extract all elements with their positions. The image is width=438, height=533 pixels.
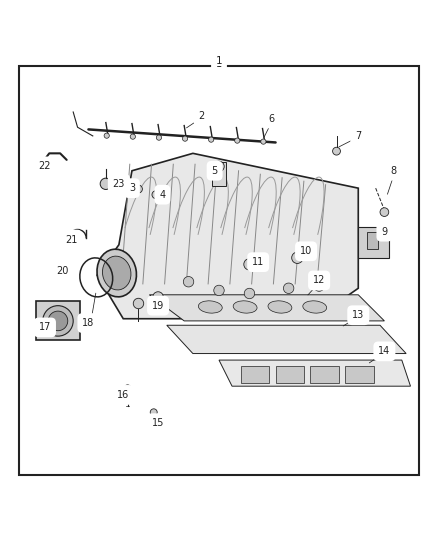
Ellipse shape bbox=[268, 301, 292, 313]
Circle shape bbox=[235, 138, 240, 143]
Ellipse shape bbox=[233, 301, 257, 313]
FancyBboxPatch shape bbox=[276, 366, 304, 383]
Text: 14: 14 bbox=[378, 346, 391, 357]
Circle shape bbox=[184, 277, 194, 287]
Circle shape bbox=[124, 385, 131, 392]
Polygon shape bbox=[167, 325, 406, 353]
Text: 4: 4 bbox=[159, 190, 166, 200]
Circle shape bbox=[208, 137, 214, 142]
Text: 2: 2 bbox=[198, 111, 205, 122]
Text: 17: 17 bbox=[39, 322, 51, 333]
FancyBboxPatch shape bbox=[358, 228, 389, 258]
Polygon shape bbox=[149, 295, 385, 321]
Circle shape bbox=[133, 298, 144, 309]
Ellipse shape bbox=[48, 311, 68, 330]
Polygon shape bbox=[97, 154, 358, 319]
FancyBboxPatch shape bbox=[212, 162, 226, 186]
Text: 11: 11 bbox=[252, 257, 264, 267]
Text: 22: 22 bbox=[39, 161, 51, 172]
Circle shape bbox=[134, 185, 142, 193]
Polygon shape bbox=[219, 360, 410, 386]
FancyBboxPatch shape bbox=[36, 301, 80, 341]
Circle shape bbox=[244, 259, 255, 270]
Text: 20: 20 bbox=[56, 266, 68, 276]
Text: 12: 12 bbox=[313, 276, 325, 286]
Text: 3: 3 bbox=[129, 183, 135, 193]
Circle shape bbox=[130, 134, 135, 139]
Ellipse shape bbox=[198, 301, 222, 313]
Circle shape bbox=[283, 283, 294, 294]
Text: 16: 16 bbox=[117, 390, 129, 400]
Circle shape bbox=[152, 191, 160, 199]
Text: 1: 1 bbox=[215, 55, 223, 66]
Text: 19: 19 bbox=[152, 301, 164, 311]
Circle shape bbox=[150, 409, 157, 416]
Text: 9: 9 bbox=[381, 227, 388, 237]
Text: 7: 7 bbox=[355, 131, 361, 141]
Text: 1: 1 bbox=[216, 59, 222, 69]
Circle shape bbox=[314, 281, 324, 292]
Text: 23: 23 bbox=[113, 179, 125, 189]
Ellipse shape bbox=[43, 305, 73, 336]
FancyBboxPatch shape bbox=[367, 232, 378, 249]
FancyBboxPatch shape bbox=[345, 366, 374, 383]
Circle shape bbox=[104, 133, 110, 138]
Text: 21: 21 bbox=[65, 235, 77, 245]
FancyBboxPatch shape bbox=[311, 366, 339, 383]
Circle shape bbox=[380, 208, 389, 216]
Ellipse shape bbox=[102, 256, 131, 290]
Circle shape bbox=[156, 135, 162, 140]
Text: 13: 13 bbox=[352, 310, 364, 320]
Text: 6: 6 bbox=[268, 114, 274, 124]
FancyBboxPatch shape bbox=[241, 366, 269, 383]
Text: 8: 8 bbox=[390, 166, 396, 176]
Circle shape bbox=[100, 178, 112, 189]
Text: 5: 5 bbox=[212, 166, 218, 176]
Circle shape bbox=[332, 147, 340, 155]
Ellipse shape bbox=[97, 249, 137, 297]
Circle shape bbox=[153, 292, 163, 302]
Circle shape bbox=[214, 285, 224, 296]
Circle shape bbox=[261, 139, 266, 144]
Circle shape bbox=[292, 252, 303, 263]
Text: 10: 10 bbox=[300, 246, 312, 256]
Text: 15: 15 bbox=[152, 418, 164, 428]
Circle shape bbox=[244, 288, 254, 298]
Circle shape bbox=[183, 136, 187, 141]
Text: 18: 18 bbox=[82, 318, 95, 328]
Ellipse shape bbox=[303, 301, 327, 313]
